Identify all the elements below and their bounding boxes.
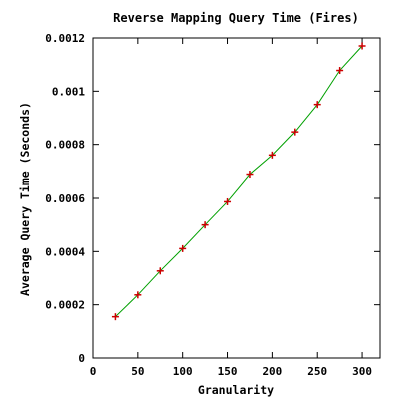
chart-title: Reverse Mapping Query Time (Fires) bbox=[113, 11, 359, 25]
y-tick-label: 0.0012 bbox=[45, 32, 85, 45]
y-tick-label: 0.0004 bbox=[45, 245, 85, 258]
x-tick-label: 100 bbox=[173, 365, 193, 378]
data-point bbox=[246, 171, 254, 179]
y-axis-label: Average Query Time (Seconds) bbox=[18, 102, 32, 296]
y-tick-label: 0.0006 bbox=[45, 192, 85, 205]
data-point bbox=[268, 151, 276, 159]
data-point bbox=[313, 101, 321, 109]
y-tick-label: 0.0002 bbox=[45, 299, 85, 312]
x-tick-label: 200 bbox=[262, 365, 282, 378]
data-point bbox=[111, 313, 119, 321]
x-tick-label: 300 bbox=[352, 365, 372, 378]
series-layer bbox=[111, 42, 366, 321]
series-line bbox=[115, 45, 363, 318]
y-tick-label: 0.001 bbox=[52, 85, 85, 98]
plot-frame bbox=[92, 37, 381, 359]
data-point bbox=[156, 267, 164, 275]
x-tick-label: 150 bbox=[218, 365, 238, 378]
x-tick-label: 50 bbox=[131, 365, 144, 378]
data-point bbox=[201, 221, 209, 229]
data-point bbox=[336, 67, 344, 75]
data-point bbox=[291, 128, 299, 136]
y-tick-label: 0.0008 bbox=[45, 139, 85, 152]
y-tick-label: 0 bbox=[78, 352, 85, 365]
x-axis-label: Granularity bbox=[198, 383, 274, 397]
x-tick-label: 250 bbox=[307, 365, 327, 378]
data-point bbox=[224, 197, 232, 205]
data-point bbox=[179, 244, 187, 252]
data-point bbox=[134, 291, 142, 299]
axis-ticks: 0 50 100 150 200 250 300 0 0.0002 0.0004 0.0006 0.0… bbox=[45, 32, 380, 378]
data-point bbox=[358, 42, 366, 50]
x-tick-label: 0 bbox=[90, 365, 97, 378]
